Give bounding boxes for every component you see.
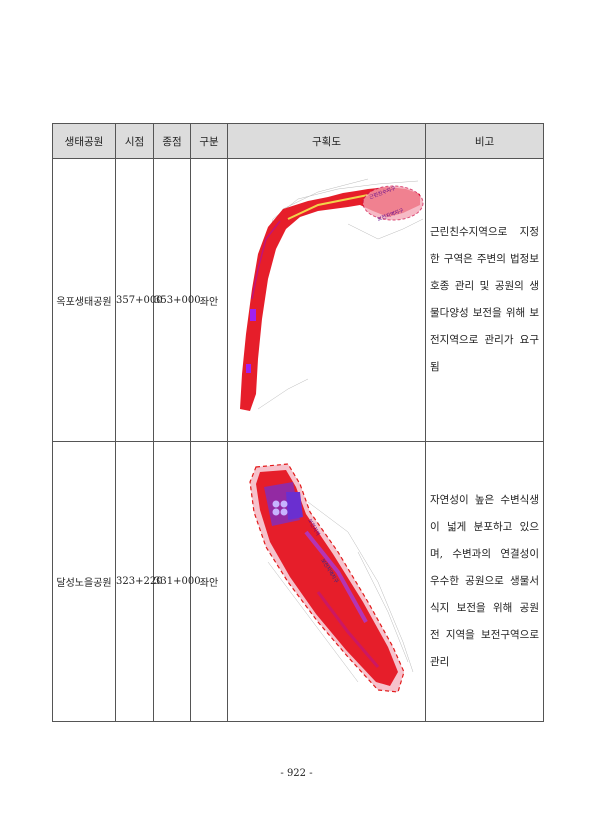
page-number: - 922 - xyxy=(280,768,313,779)
start-point: 357+000 xyxy=(115,158,163,442)
header-end: 종점 xyxy=(153,123,191,159)
park-name: 옥포생태공원 xyxy=(52,158,116,442)
note-cell: 자연성이 높은 수변식생이 넓게 분포하고 있으며, 수변과의 연결성이 우수한… xyxy=(425,441,544,722)
header-note: 비고 xyxy=(425,123,544,159)
note-text: 근린친수지역으로 지정한 구역은 주변의 법정보호종 관리 및 공원의 생물다양… xyxy=(430,226,539,373)
zoning-map-dalseong: 보전지역 보전지역지구 xyxy=(227,441,426,722)
okpo-map-image: 근린친수지구 보전지역지구 xyxy=(240,178,424,411)
zoning-map-okpo: 근린친수지구 보전지역지구 xyxy=(227,158,426,442)
eco-park-table: 생태공원 시점 종점 구분 구획도 비고 옥포생태공원 357+000 353+… xyxy=(52,123,544,722)
park-name: 달성노을공원 xyxy=(52,441,116,722)
bank-division: 좌안 xyxy=(190,441,228,722)
start-point: 323+220 xyxy=(115,441,163,722)
bank-division: 좌안 xyxy=(190,158,228,442)
header-start: 시점 xyxy=(115,123,154,159)
header-row: 생태공원 시점 종점 구분 구획도 비고 xyxy=(52,123,544,159)
dalseong-map-image: 보전지역 보전지역지구 xyxy=(249,463,414,693)
table-row: 달성노을공원 323+220 331+000 좌안 xyxy=(52,441,544,722)
end-point: 331+000 xyxy=(153,441,201,722)
note-cell: 근린친수지역으로 지정한 구역은 주변의 법정보호종 관리 및 공원의 생물다양… xyxy=(425,158,544,442)
note-text: 자연성이 높은 수변식생이 넓게 분포하고 있으며, 수변과의 연결성이 우수한… xyxy=(430,494,539,668)
header-division: 구분 xyxy=(190,123,228,159)
header-park: 생태공원 xyxy=(52,123,116,159)
end-point: 353+000 xyxy=(153,158,201,442)
table-row: 옥포생태공원 357+000 353+000 좌안 근린친수지구 xyxy=(52,158,544,442)
header-plan: 구획도 xyxy=(227,123,426,159)
